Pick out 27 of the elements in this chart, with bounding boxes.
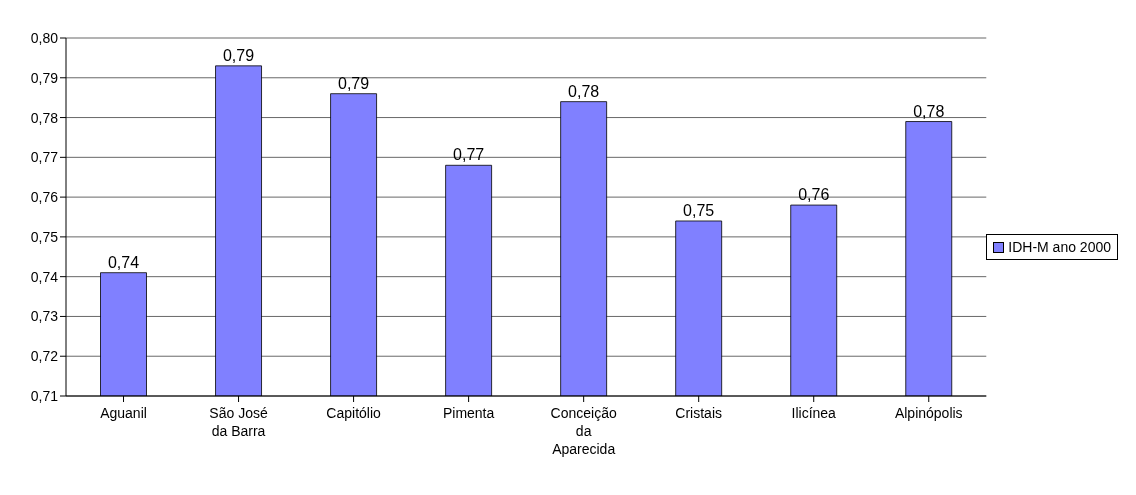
data-label: 0,79 (338, 74, 370, 92)
data-label: 0,75 (683, 201, 715, 219)
y-tick-label: 0,74 (30, 268, 59, 285)
x-tick-label: São José da Barra (209, 405, 268, 439)
x-tick-label: Ilicínea (791, 405, 837, 421)
data-label: 0,77 (453, 146, 485, 164)
y-tick-label: 0,80 (30, 29, 59, 46)
data-label: 0,79 (222, 46, 255, 64)
x-tick-label: Alpinópolis (894, 405, 963, 421)
y-tick-label: 0,72 (30, 348, 59, 365)
y-tick-label: 0,78 (30, 109, 59, 126)
data-label: 0,78 (913, 102, 945, 120)
x-tick-label: Capitólio (326, 405, 382, 421)
x-tick-label: Cristais (675, 405, 723, 421)
x-tick-label: Conceição da Aparecida (550, 405, 617, 457)
y-tick-label: 0,75 (30, 228, 59, 245)
data-label: 0,74 (107, 253, 140, 271)
legend-label: IDH-M ano 2000 (1008, 239, 1111, 255)
y-tick-label: 0,73 (30, 308, 59, 325)
data-label: 0,78 (568, 82, 600, 100)
x-tick-label: Pimenta (442, 405, 495, 421)
y-tick-label: 0,71 (30, 387, 59, 404)
y-tick-label: 0,79 (30, 69, 59, 86)
x-tick-label: Aguanil (100, 405, 147, 421)
y-tick-label: 0,77 (30, 149, 59, 166)
data-label: 0,76 (798, 186, 830, 204)
y-tick-label: 0,76 (30, 189, 59, 206)
